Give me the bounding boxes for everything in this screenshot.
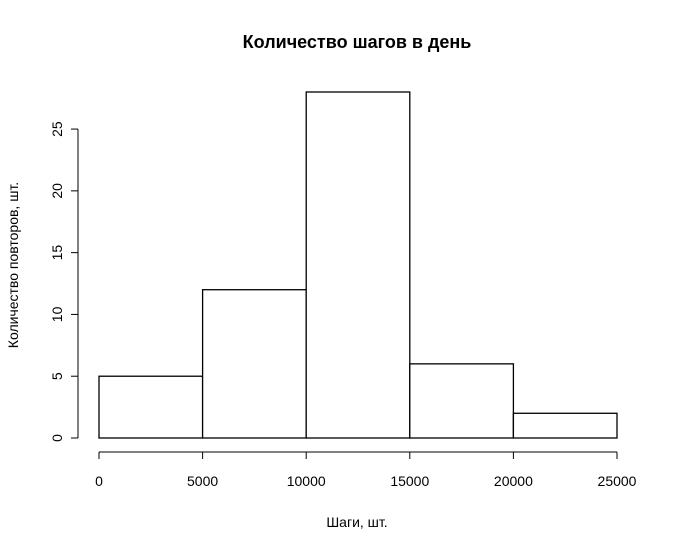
y-tick-label: 5 bbox=[49, 372, 65, 380]
y-tick-label: 10 bbox=[49, 306, 65, 322]
chart-title: Количество шагов в день bbox=[243, 32, 472, 52]
y-tick-label: 0 bbox=[49, 434, 65, 442]
x-axis: 0 5000 10000 15000 20000 25000 bbox=[95, 451, 637, 489]
y-axis: 0 5 10 15 20 25 bbox=[49, 121, 79, 442]
y-tick-label: 20 bbox=[49, 183, 65, 199]
y-tick-label: 15 bbox=[49, 245, 65, 261]
histogram-bar-3 bbox=[305, 91, 411, 439]
x-axis-label: Шаги, шт. bbox=[326, 514, 387, 530]
x-tick-label: 15000 bbox=[390, 473, 429, 489]
histogram-bar-5 bbox=[512, 412, 618, 439]
x-tick-label: 0 bbox=[95, 473, 103, 489]
histogram-bar-1 bbox=[98, 375, 204, 439]
histogram-bar-4 bbox=[409, 363, 515, 439]
y-axis-label: Количество повторов, шт. bbox=[5, 182, 21, 348]
bars-group bbox=[98, 91, 618, 439]
x-tick-label: 20000 bbox=[494, 473, 533, 489]
x-tick-label: 10000 bbox=[287, 473, 326, 489]
histogram-bar-2 bbox=[201, 289, 307, 439]
y-tick-label: 25 bbox=[49, 121, 65, 137]
x-tick-label: 25000 bbox=[598, 473, 637, 489]
x-tick-label: 5000 bbox=[187, 473, 218, 489]
